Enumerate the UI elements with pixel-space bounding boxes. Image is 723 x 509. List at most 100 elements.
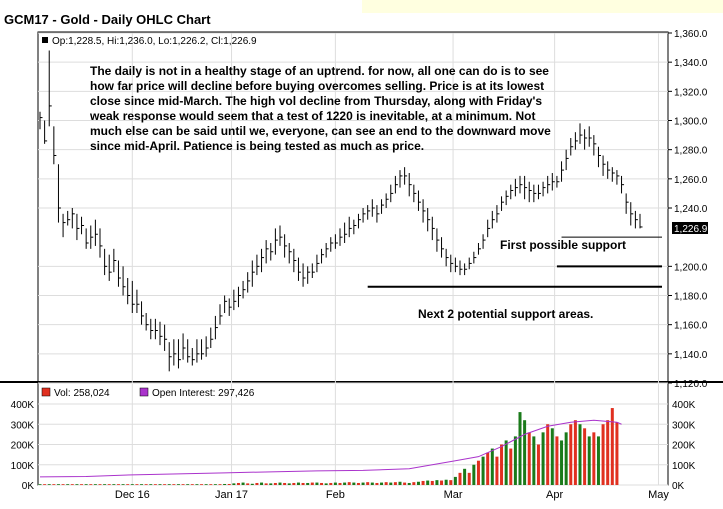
ohlc-bar [159,321,163,346]
ohlc-bar [602,155,606,176]
ohlc-bar [311,263,315,278]
ohlc-bar [422,199,426,223]
ohlc-bar [584,129,588,150]
volume-bar [181,484,185,485]
volume-bar [80,484,84,485]
ohlc-bar [417,190,421,211]
volume-bar [70,484,74,485]
ohlc-bar [427,208,431,232]
ohlc-bar [62,213,66,238]
volume-bar [232,483,236,485]
ohlc-bar [519,175,523,194]
ohlc-bar [187,339,191,363]
volume-bar [338,482,342,485]
ohlc-bar [127,278,131,305]
ohlc-bar [237,286,241,308]
ohlc-bar [561,161,565,182]
price-legend: Op:1,228.5, Hi:1,236.0, Lo:1,226.2, Cl:1… [52,36,257,47]
ohlc-bar [173,339,177,366]
ohlc-bar [71,208,75,229]
volume-tick-label-left: 0K [22,481,35,492]
volume-bar [93,484,97,485]
volume-bar [84,484,88,485]
volume-bar [407,482,411,485]
volume-bar [384,482,388,485]
volume-bar [601,424,605,485]
ohlc-bar [164,324,168,351]
volume-bar [583,428,587,485]
volume-bar [103,484,107,485]
ohlc-bar [191,348,195,366]
ohlc-bar [325,243,329,258]
volume-bar [236,482,240,485]
price-tick-label: 1,160.0 [674,321,708,332]
volume-bar [513,436,517,485]
volume-bar [560,440,564,485]
ohlc-bar [367,205,371,220]
price-tick-label: 1,340.0 [674,58,708,69]
ohlc-bar [177,339,181,369]
volume-bar [329,482,333,485]
ohlc-bar [459,260,463,276]
volume-bar [398,481,402,485]
ohlc-bar [279,225,283,246]
volume-bar [518,412,522,485]
volume-tick-label-right: 0K [672,481,685,492]
ohlc-bar [57,164,61,223]
ohlc-bar [117,260,121,287]
volume-bar [144,484,148,485]
current-price-badge [672,222,708,234]
analysis-commentary: The daily is not in a healthy stage of a… [90,64,551,153]
volume-bar [301,482,305,485]
ohlc-bar [404,167,408,185]
ohlc-bar [39,111,43,130]
ohlc-bar [44,120,48,144]
volume-bar [140,484,144,485]
ohlc-bar [168,342,172,372]
ohlc-bar [533,184,537,203]
ohlc-bar [53,126,57,165]
ohlc-bar [67,210,71,226]
volume-bar [453,476,457,485]
volume-bar [481,456,485,485]
volume-bar [440,480,444,485]
ohlc-bar [381,199,385,214]
volume-tick-label-left: 100K [11,461,35,472]
ohlc-bar [265,240,269,264]
volume-bar [227,483,231,485]
volume-bar [444,479,448,485]
volume-bar [375,482,379,485]
price-tick-label: 1,240.0 [674,204,708,215]
x-tick-label: Apr [546,489,563,501]
ohlc-bar [514,178,518,197]
ohlc-bar [316,254,320,273]
ohlc-bar [150,318,154,340]
ohlc-bar [473,251,477,264]
volume-legend-swatch [41,387,51,397]
price-tick-label: 1,120.0 [674,379,708,390]
ohlc-bar [242,280,246,299]
chart-title: GCM17 - Gold - Daily OHLC Chart [4,12,211,27]
open-interest-line [39,419,622,478]
x-tick-label: Feb [326,489,345,501]
ohlc-bar [81,216,85,235]
volume-bar [269,483,273,485]
volume-bar [587,436,591,485]
ohlc-bar [274,228,278,255]
volume-bar [116,484,120,485]
ohlc-bar [551,173,555,191]
volume-bar [615,422,619,485]
ohlc-bar [256,254,260,276]
ohlc-bar [205,336,209,357]
volume-bar [218,484,222,485]
ohlc-bar [210,327,214,348]
volume-bar [255,482,259,485]
volume-bar [426,480,430,485]
first-support-label: First possible support [500,238,627,252]
volume-bar [158,484,162,485]
volume-bar [343,482,347,485]
volume-bar [107,484,111,485]
volume-bar [435,480,439,485]
volume-bar [320,482,324,485]
